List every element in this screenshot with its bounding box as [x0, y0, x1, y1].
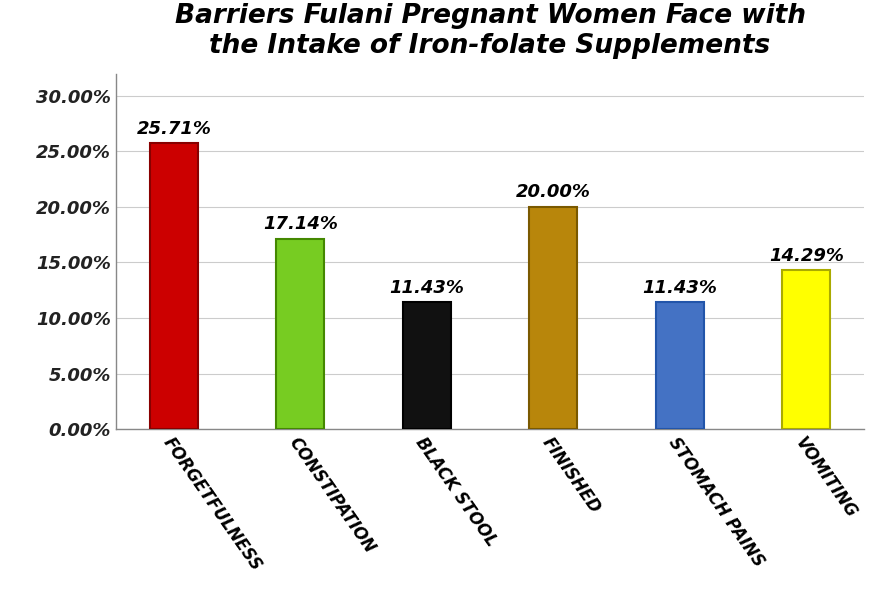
Text: 20.00%: 20.00%: [516, 183, 591, 201]
Bar: [150, 143, 198, 429]
Bar: [782, 270, 830, 429]
Text: 11.43%: 11.43%: [389, 278, 464, 297]
Text: 25.71%: 25.71%: [136, 120, 211, 138]
Bar: [403, 302, 451, 429]
Text: 11.43%: 11.43%: [642, 278, 717, 297]
Bar: [529, 207, 577, 429]
Bar: [656, 302, 704, 429]
Bar: [276, 238, 324, 429]
Title: Barriers Fulani Pregnant Women Face with
the Intake of Iron-folate Supplements: Barriers Fulani Pregnant Women Face with…: [175, 2, 805, 59]
Text: 17.14%: 17.14%: [263, 215, 338, 233]
Text: 14.29%: 14.29%: [769, 247, 844, 265]
